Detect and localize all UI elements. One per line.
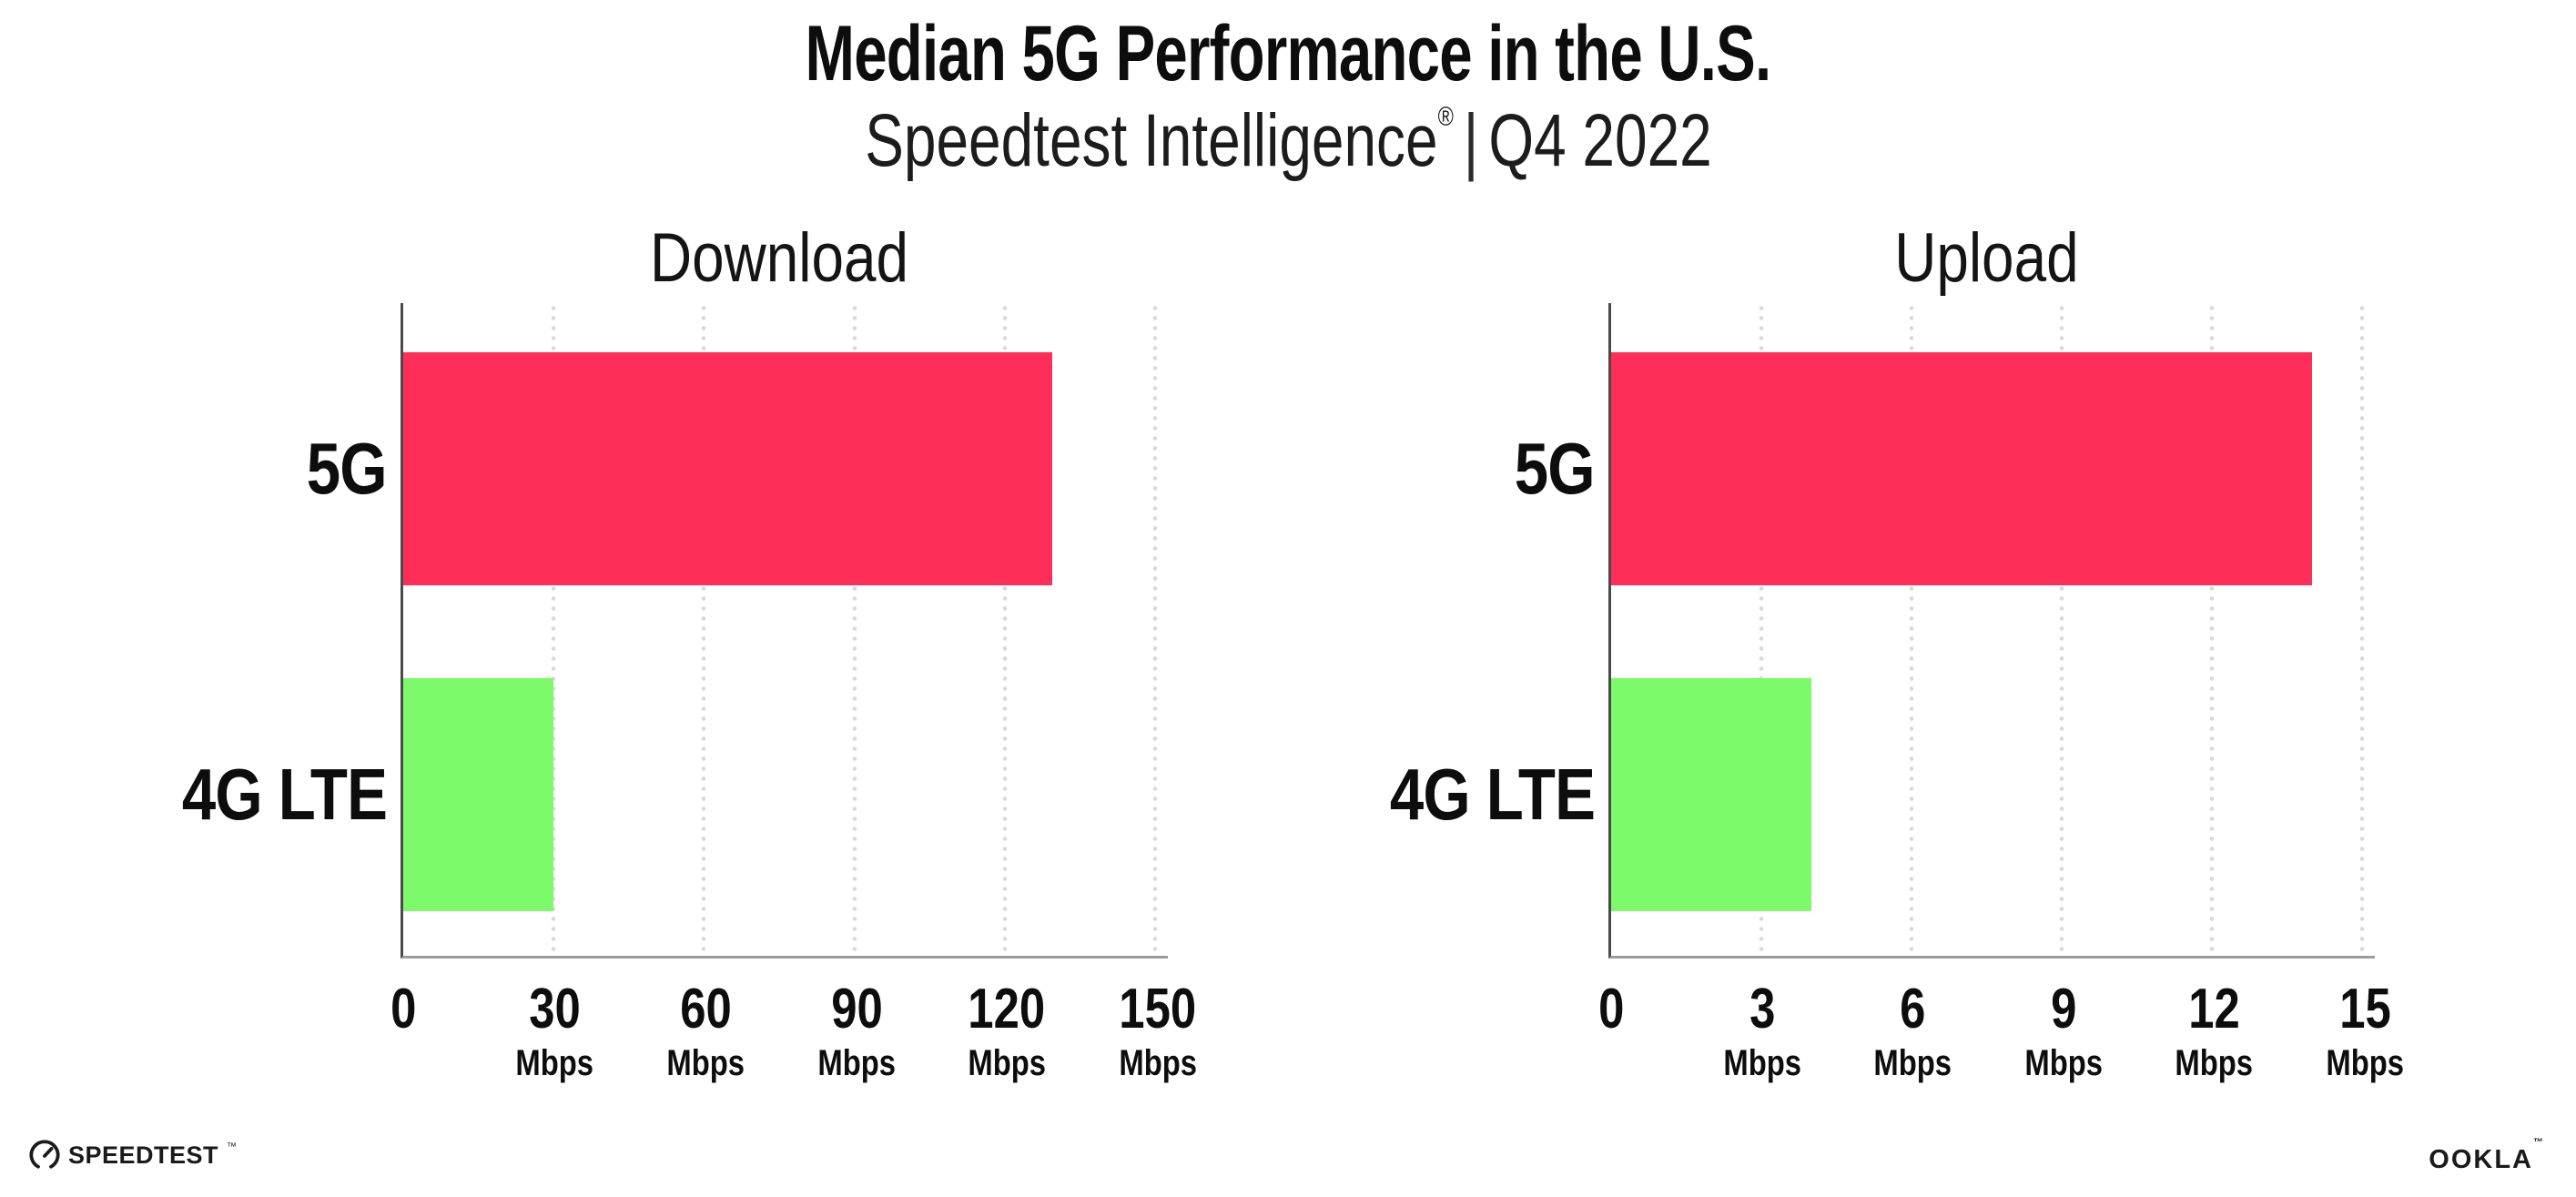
upload-gridline-15 [2359, 303, 2365, 956]
upload-tick-0: 0 [1597, 978, 1625, 1040]
figure-title-text: Median 5G Performance in the U.S. [805, 10, 1772, 97]
download-gridline-90 [852, 303, 857, 956]
download-x-axis-extension [1155, 956, 1168, 959]
subtitle-separator: | [1463, 99, 1478, 182]
download-tick-150: 150 Mbps [1119, 978, 1197, 1083]
upload-tick-12: 12 Mbps [2175, 978, 2253, 1083]
upload-gridline-12 [2209, 303, 2215, 956]
upload-tick-6: 6 Mbps [1873, 978, 1952, 1083]
upload-tick-3: 3 Mbps [1723, 978, 1801, 1083]
upload-gridline-3 [1759, 303, 1764, 956]
figure-title: Median 5G Performance in the U.S. [0, 9, 2576, 99]
subtitle-brand: Speedtest Intelligence [864, 99, 1438, 182]
speedtest-gauge-icon [29, 1140, 60, 1171]
download-category-label-4g-lte: 4G LTE [181, 754, 388, 835]
download-gridline-60 [701, 303, 706, 956]
speedtest-logo-label: SPEEDTEST [68, 1141, 219, 1169]
download-tick-0: 0 [390, 978, 417, 1040]
upload-bar-4g-lte [1611, 678, 1811, 911]
download-tick-30: 30 Mbps [515, 978, 593, 1083]
upload-plot-area [1608, 303, 2375, 959]
figure-subtitle: Speedtest Intelligence® | Q4 2022 [0, 98, 2576, 184]
download-plot-area [401, 303, 1168, 959]
upload-gridline-9 [2059, 303, 2064, 956]
upload-tick-15: 15 Mbps [2326, 978, 2404, 1083]
download-tick-120: 120 Mbps [968, 978, 1046, 1083]
download-gridline-120 [1002, 303, 1008, 956]
ookla-logo-label: OOKLA [2429, 1145, 2533, 1174]
upload-tick-9: 9 Mbps [2024, 978, 2103, 1083]
download-tick-90: 90 Mbps [817, 978, 896, 1083]
upload-category-label-4g-lte: 4G LTE [1389, 754, 1596, 835]
speedtest-trademark: ™ [227, 1141, 238, 1152]
registered-mark: ® [1437, 102, 1454, 132]
download-gridline-150 [1152, 303, 1158, 956]
speedtest-logo: SPEEDTEST ™ [29, 1140, 237, 1171]
ookla-logo: OOKLA™ [2429, 1137, 2545, 1175]
download-tick-60: 60 Mbps [666, 978, 745, 1083]
upload-x-axis-extension [2362, 956, 2375, 959]
upload-gridline-6 [1909, 303, 1914, 956]
subtitle-period: Q4 2022 [1487, 99, 1712, 182]
download-category-label-5g: 5G [307, 428, 388, 509]
download-bar-5g [403, 352, 1053, 585]
download-bar-4g-lte [403, 678, 554, 911]
download-gridline-30 [551, 303, 556, 956]
upload-bar-5g [1611, 352, 2312, 585]
ookla-trademark: ™ [2533, 1137, 2545, 1148]
upload-chart-title: Upload [1894, 219, 2079, 297]
download-chart-title: Download [650, 219, 908, 297]
upload-category-label-5g: 5G [1515, 428, 1596, 509]
